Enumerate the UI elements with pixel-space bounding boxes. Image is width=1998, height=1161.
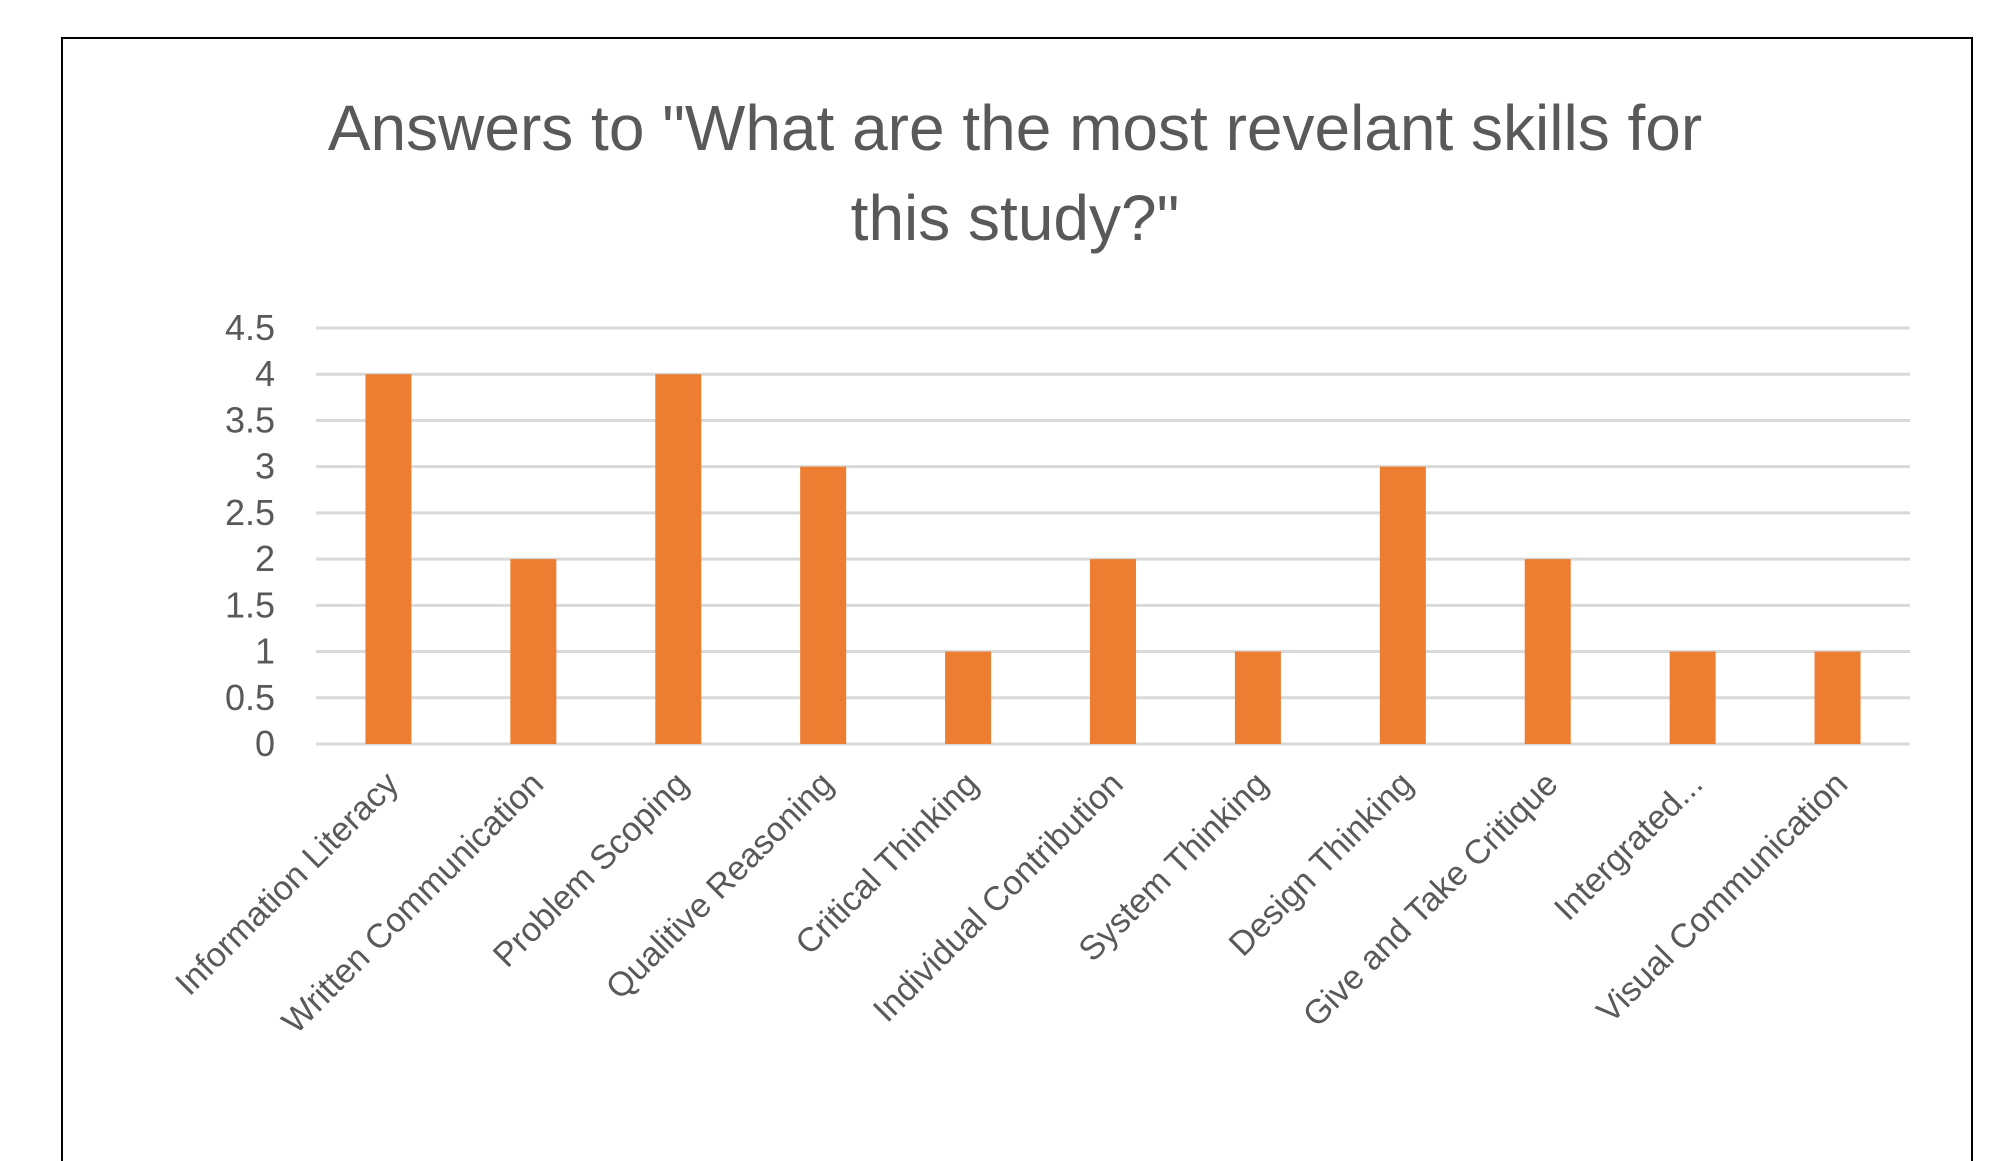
chart-title-line-1: Answers to "What are the most revelant s… — [328, 92, 1702, 164]
bar-0 — [365, 374, 412, 744]
y-tick-label: 0 — [255, 723, 275, 764]
chart-title-line-2: this study?" — [851, 182, 1180, 254]
y-axis-ticks: 0 0.5 1 1.5 2 2.5 3 3.5 4 4.5 — [225, 307, 275, 764]
bar-1 — [510, 559, 557, 744]
y-tick-label: 1.5 — [225, 584, 275, 625]
y-tick-label: 2.5 — [225, 492, 275, 533]
bar-8 — [1524, 559, 1571, 744]
bar-4 — [945, 651, 992, 744]
bar-5 — [1090, 559, 1136, 744]
y-tick-label: 4.5 — [225, 307, 275, 348]
y-tick-label: 2 — [255, 538, 275, 579]
bar-3 — [800, 466, 847, 744]
y-tick-label: 3 — [255, 446, 275, 487]
y-tick-label: 0.5 — [225, 677, 275, 718]
y-tick-label: 1 — [255, 631, 275, 672]
y-tick-label: 4 — [255, 353, 275, 394]
y-tick-label: 3.5 — [225, 399, 275, 440]
bar-2 — [655, 374, 702, 744]
bar-7 — [1379, 466, 1426, 744]
bar-6 — [1234, 651, 1281, 744]
bars — [365, 374, 1861, 744]
bar-10 — [1814, 651, 1861, 744]
bar-9 — [1669, 651, 1716, 744]
